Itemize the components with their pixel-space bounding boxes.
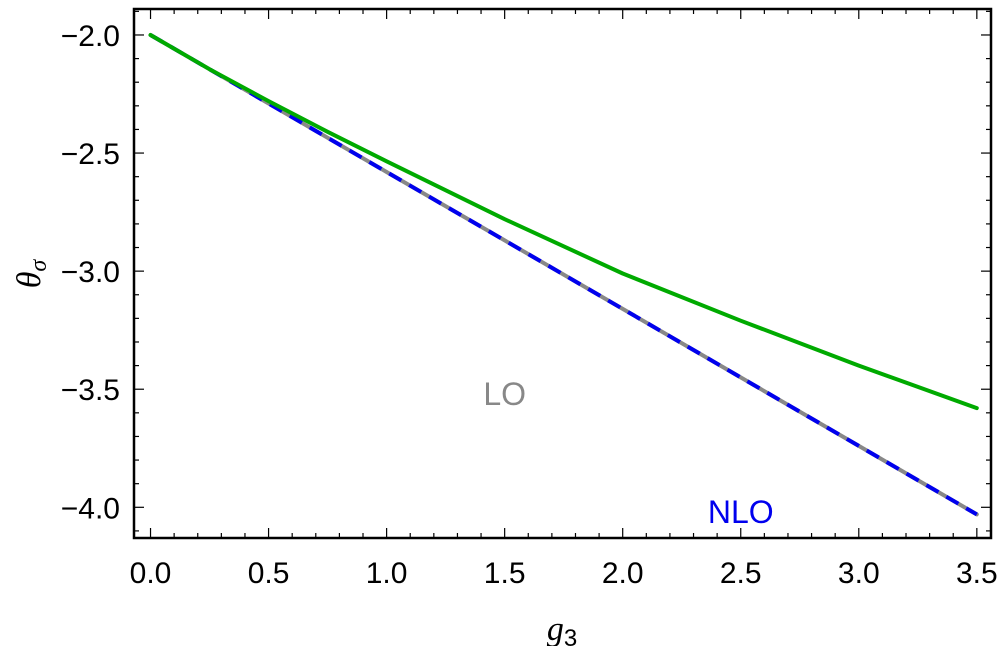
annotation-nlo: NLO: [708, 494, 774, 530]
x-axis-title-subscript: 3: [564, 625, 577, 646]
x-axis-title: g3: [547, 611, 577, 646]
plot-frame: [132, 7, 993, 540]
y-axis-title: θσ: [11, 259, 52, 289]
y-tick-label: −3.5: [61, 374, 120, 407]
annotation-lo: LO: [483, 376, 526, 412]
x-tick-label: 0.5: [248, 557, 290, 590]
x-tick-label: 2.0: [602, 557, 644, 590]
y-tick-label: −2.0: [61, 20, 120, 53]
x-tick-label: 3.5: [956, 557, 998, 590]
series-layer: [148, 33, 979, 517]
x-tick-label: 3.0: [838, 557, 880, 590]
annotations: LO NLO: [483, 376, 773, 530]
x-tick-label: 1.5: [484, 557, 526, 590]
y-tick-label: −4.0: [61, 492, 120, 525]
x-tick-label: 1.0: [366, 557, 408, 590]
y-axis-title-subscript: σ: [26, 259, 52, 272]
series-line-green: [148, 33, 979, 411]
y-tick-label: −2.5: [61, 138, 120, 171]
y-tick-label: −3.0: [61, 256, 120, 289]
x-tick-label: 0.0: [130, 557, 172, 590]
series-line-lo: [148, 33, 979, 517]
x-tick-label: 2.5: [720, 557, 762, 590]
axis-ticks: 0.0 0.5 1.0 1.5 2.0 2.5 3.0 3.5 −2.0 −2.5 −3.0 −3.5…: [61, 9, 998, 590]
